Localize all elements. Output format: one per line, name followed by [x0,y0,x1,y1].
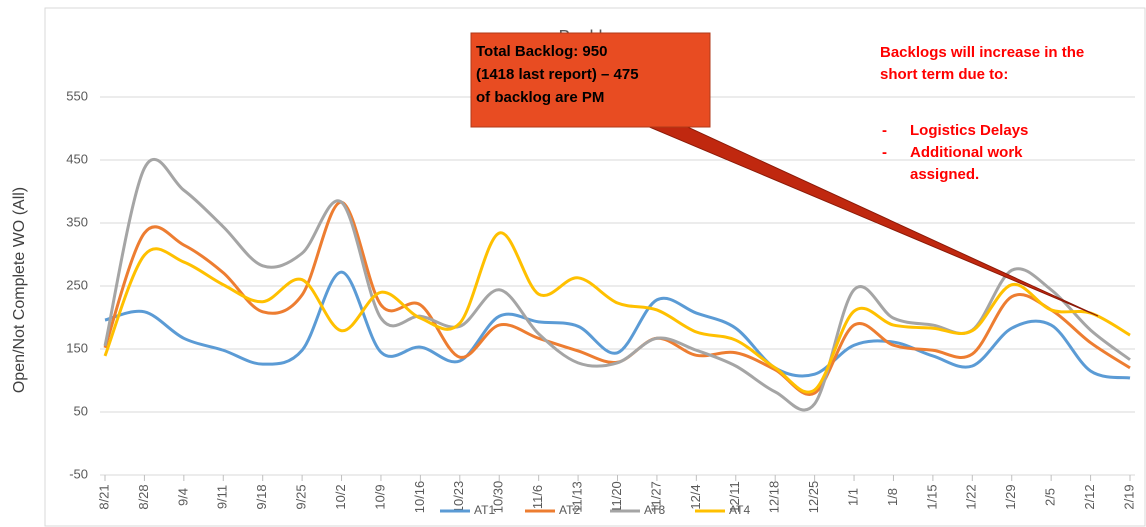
x-tick-label: 8/21 [96,484,111,509]
legend-label: AT1 [474,503,495,517]
x-tick-label: 9/4 [175,488,190,506]
y-tick-label: -50 [69,466,88,481]
x-tick-label: 9/11 [215,485,230,509]
note-bullet: Logistics Delays [910,122,1028,139]
y-tick-label: 550 [66,88,88,103]
x-tick-label: 10/30 [491,481,506,514]
x-tick-label: 2/19 [1121,484,1136,509]
x-tick-label: 9/18 [254,484,269,509]
x-tick-label: 10/9 [372,484,387,509]
series-line [104,270,1131,380]
x-tick-label: 1/29 [1003,484,1018,509]
y-tick-label: 250 [66,277,88,292]
x-tick-label: 11/13 [570,481,585,513]
x-tick-label: 1/1 [845,488,860,506]
x-tick-label: 12/18 [767,481,782,514]
x-tick-label: 11/27 [648,481,663,513]
x-tick-label: 2/5 [1043,488,1058,506]
note-text: Backlogs will increase in the [880,44,1084,61]
series-line [103,231,1131,394]
x-tick-label: 11/20 [609,481,624,513]
x-tick-label: 1/22 [964,484,979,509]
x-tick-label: 10/16 [412,481,427,514]
callout-text: (1418 last report) – 475 [476,66,639,83]
x-tick-label: 10/23 [451,481,466,514]
bullet-dash: - [882,144,887,161]
x-tick-label: 12/4 [688,484,703,509]
y-tick-label: 50 [74,403,88,418]
y-tick-label: 350 [66,214,88,229]
note-bullet: Additional work [910,144,1023,161]
bullet-dash: - [882,122,887,139]
x-tick-label: 12/25 [806,481,821,514]
note-text: short term due to: [880,66,1008,83]
x-tick-label: 9/25 [294,484,309,509]
x-tick-label: 11/6 [530,485,545,509]
x-tick-label: 8/28 [136,484,151,509]
y-axis-label: Open/Not Complete WO (All) [11,187,28,393]
y-tick-label: 450 [66,151,88,166]
legend-label: AT4 [729,503,750,517]
legend-label: AT2 [559,503,580,517]
x-tick-label: 12/11 [727,481,742,513]
callout-text: of backlog are PM [476,89,604,106]
x-tick-label: 2/12 [1082,484,1097,509]
x-tick-label: 10/2 [333,484,348,509]
callout-box [470,32,711,128]
x-tick-label: 1/15 [924,484,939,509]
legend-label: AT3 [644,503,665,517]
y-tick-label: 150 [66,340,88,355]
note-bullet: assigned. [910,166,979,183]
series-line [103,200,1131,396]
x-tick-label: 1/8 [885,488,900,506]
callout-text: Total Backlog: 950 [476,43,607,60]
